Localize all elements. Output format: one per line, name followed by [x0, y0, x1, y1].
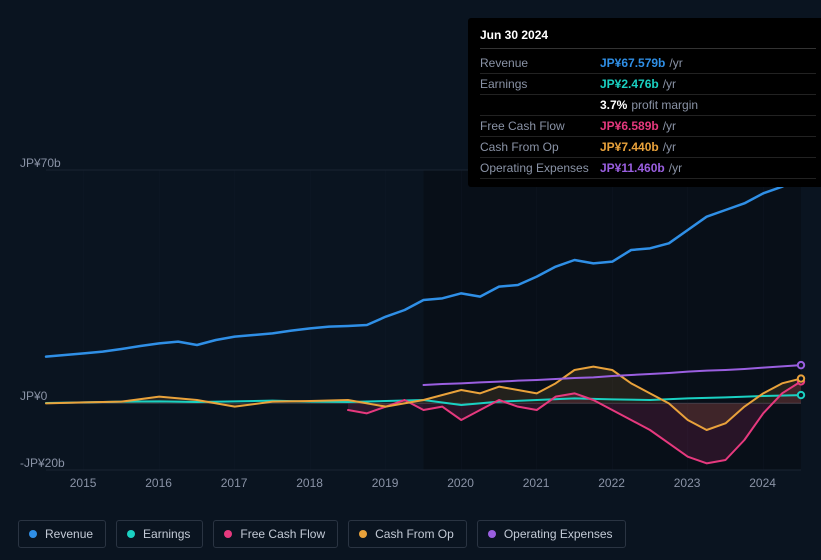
tooltip-row: Free Cash FlowJP¥6.589b /yr — [480, 116, 816, 137]
tooltip-suffix: /yr — [663, 117, 676, 135]
tooltip-row: 3.7% profit margin — [480, 95, 816, 116]
x-tick-label: 2019 — [372, 476, 399, 490]
tooltip-row: Operating ExpensesJP¥11.460b /yr — [480, 158, 816, 179]
tooltip-value: JP¥11.460b — [600, 159, 665, 177]
chart-tooltip: Jun 30 2024 RevenueJP¥67.579b /yrEarning… — [468, 18, 821, 187]
tooltip-label: Revenue — [480, 54, 600, 72]
legend-dot-icon — [224, 530, 232, 538]
tooltip-label: Cash From Op — [480, 138, 600, 156]
legend-item-free-cash-flow[interactable]: Free Cash Flow — [213, 520, 338, 548]
tooltip-label — [480, 96, 600, 114]
tooltip-label: Free Cash Flow — [480, 117, 600, 135]
tooltip-suffix: /yr — [669, 159, 682, 177]
tooltip-row: EarningsJP¥2.476b /yr — [480, 74, 816, 95]
legend-dot-icon — [488, 530, 496, 538]
legend-item-revenue[interactable]: Revenue — [18, 520, 106, 548]
tooltip-date: Jun 30 2024 — [480, 26, 816, 49]
tooltip-suffix: /yr — [669, 54, 682, 72]
tooltip-value: 3.7% — [600, 96, 627, 114]
tooltip-row: Cash From OpJP¥7.440b /yr — [480, 137, 816, 158]
legend-dot-icon — [359, 530, 367, 538]
x-tick-label: 2020 — [447, 476, 474, 490]
legend-label: Free Cash Flow — [240, 527, 325, 541]
tooltip-value: JP¥2.476b — [600, 75, 659, 93]
x-tick-label: 2017 — [221, 476, 248, 490]
legend-item-earnings[interactable]: Earnings — [116, 520, 203, 548]
tooltip-value: JP¥6.589b — [600, 117, 659, 135]
x-tick-label: 2016 — [145, 476, 172, 490]
legend-dot-icon — [29, 530, 37, 538]
legend-label: Cash From Op — [375, 527, 454, 541]
legend-item-cash-from-op[interactable]: Cash From Op — [348, 520, 467, 548]
x-tick-label: 2023 — [674, 476, 701, 490]
tooltip-suffix: profit margin — [631, 96, 698, 114]
tooltip-label: Earnings — [480, 75, 600, 93]
legend-label: Operating Expenses — [504, 527, 613, 541]
tooltip-value: JP¥7.440b — [600, 138, 659, 156]
tooltip-row: RevenueJP¥67.579b /yr — [480, 53, 816, 74]
chart-legend: Revenue Earnings Free Cash Flow Cash From O… — [18, 520, 626, 548]
tooltip-label: Operating Expenses — [480, 159, 600, 177]
legend-label: Revenue — [45, 527, 93, 541]
tooltip-suffix: /yr — [663, 138, 676, 156]
tooltip-value: JP¥67.579b — [600, 54, 665, 72]
y-tick-label: -JP¥20b — [20, 456, 65, 470]
y-tick-label: JP¥70b — [20, 156, 61, 170]
y-tick-label: JP¥0 — [20, 389, 47, 403]
legend-label: Earnings — [143, 527, 190, 541]
tooltip-suffix: /yr — [663, 75, 676, 93]
x-tick-label: 2024 — [749, 476, 776, 490]
x-tick-label: 2015 — [70, 476, 97, 490]
legend-item-operating-expenses[interactable]: Operating Expenses — [477, 520, 626, 548]
x-tick-label: 2021 — [523, 476, 550, 490]
x-tick-label: 2018 — [296, 476, 323, 490]
x-tick-label: 2022 — [598, 476, 625, 490]
legend-dot-icon — [127, 530, 135, 538]
